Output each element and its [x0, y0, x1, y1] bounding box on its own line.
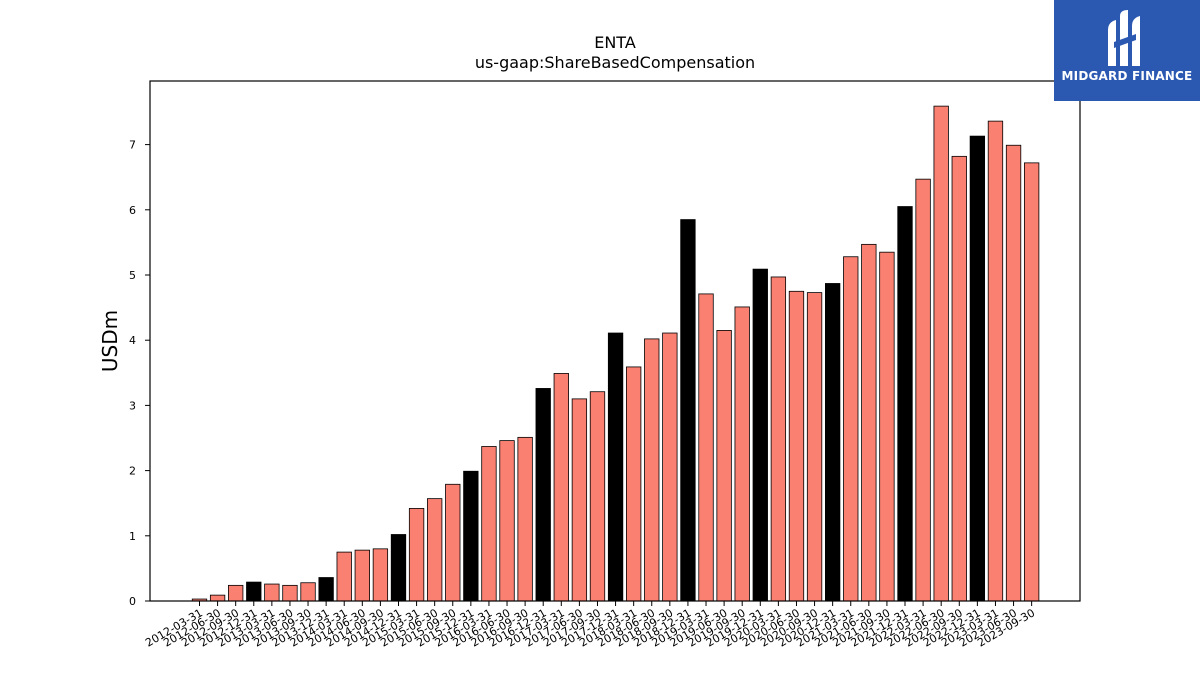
bar-2023-03-31	[987, 120, 1004, 602]
bar-2017-12-31	[607, 332, 624, 602]
bar-2015-09-30	[445, 483, 461, 602]
bar-2013-09-30	[300, 582, 316, 602]
bars-group	[191, 105, 1040, 602]
bar-2020-12-31	[825, 283, 841, 602]
logo-mark-icon	[1108, 10, 1140, 66]
bar-2019-03-31	[698, 293, 714, 602]
y-axis-label: USDm	[98, 310, 122, 372]
chart-subtitle: us-gaap:ShareBasedCompensation	[475, 53, 755, 72]
logo-text: MIDGARD FINANCE	[1061, 69, 1193, 83]
bar-2016-06-30	[499, 440, 515, 602]
y-tick-label: 7	[129, 139, 136, 152]
bar-2016-09-30	[517, 436, 533, 602]
bar-2014-09-30	[372, 548, 389, 602]
bar-2017-06-30	[571, 398, 588, 602]
y-tick-label: 6	[129, 204, 136, 217]
bar-2020-03-31	[770, 276, 787, 602]
bar-2014-12-31	[390, 534, 407, 602]
bar-2013-12-31	[318, 577, 334, 602]
bar-2022-09-30	[951, 155, 967, 602]
bar-2012-06-30	[209, 594, 226, 602]
bar-2021-12-31	[897, 206, 913, 602]
bar-2019-12-31	[752, 268, 768, 602]
bar-2018-06-30	[644, 338, 660, 602]
bar-2020-09-30	[806, 292, 823, 602]
bar-2015-06-30	[427, 498, 443, 602]
bar-2022-03-31	[915, 178, 931, 602]
y-tick-label: 0	[129, 595, 136, 608]
bar-2012-09-30	[228, 584, 244, 602]
bar-2014-03-31	[336, 551, 352, 602]
bar-2022-12-31	[969, 135, 986, 602]
y-axis: 0 1 2 3 4 5 6 7	[129, 139, 150, 608]
bar-2018-12-31	[680, 219, 696, 602]
midgard-finance-logo: MIDGARD FINANCE	[1054, 0, 1200, 101]
bar-2016-03-31	[481, 446, 497, 602]
bar-2015-12-31	[463, 470, 479, 602]
bar-2013-06-30	[282, 584, 298, 602]
y-tick-label: 5	[129, 269, 136, 282]
y-tick-label: 4	[129, 334, 136, 347]
y-tick-label: 3	[129, 399, 136, 412]
bar-2012-12-31	[246, 581, 262, 602]
bar-2017-09-30	[589, 391, 606, 602]
bar-2022-06-30	[933, 105, 949, 602]
bar-2014-06-30	[354, 549, 370, 602]
y-tick-label: 2	[129, 465, 136, 478]
y-tick-label: 1	[129, 530, 136, 543]
bar-2020-06-30	[788, 290, 805, 602]
bar-2015-03-31	[408, 508, 425, 602]
bar-2021-06-30	[861, 243, 877, 602]
bar-2023-06-30	[1005, 144, 1022, 602]
bar-2021-09-30	[879, 251, 895, 602]
bar-2016-12-31	[535, 388, 551, 602]
x-axis: 2012-03-312012-06-302012-09-302012-12-31…	[143, 601, 1037, 650]
bar-2021-03-31	[843, 256, 859, 602]
bar-2018-03-31	[626, 366, 642, 602]
bar-2018-09-30	[662, 332, 678, 602]
bar-2013-03-31	[264, 583, 280, 602]
bar-2019-09-30	[734, 306, 750, 602]
bar-2023-09-30	[1023, 162, 1040, 602]
bar-2017-03-31	[553, 373, 569, 602]
plot-frame	[149, 80, 1081, 602]
bar-2019-06-30	[716, 330, 732, 602]
chart-title: ENTA	[594, 33, 636, 52]
